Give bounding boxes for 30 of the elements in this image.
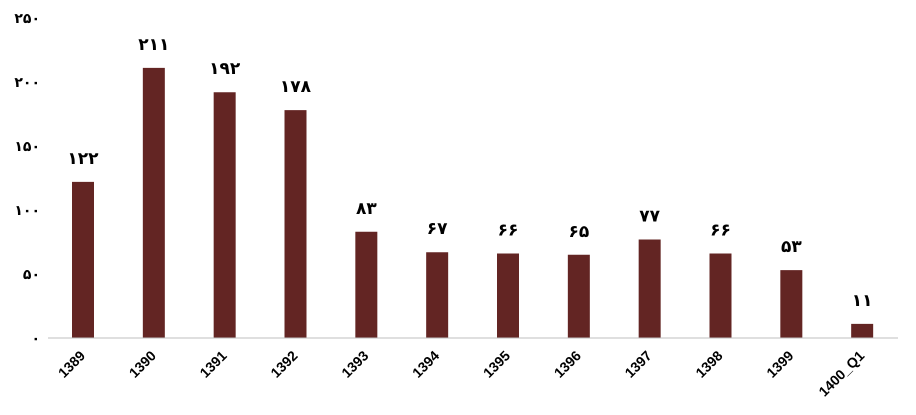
bar bbox=[426, 252, 448, 338]
data-label: ۶۷ bbox=[426, 219, 448, 240]
data-label: ۷۷ bbox=[639, 206, 661, 226]
data-label: ۱۱ bbox=[852, 290, 873, 311]
y-tick-label: ۰ bbox=[31, 330, 40, 347]
y-tick-label: ۱۵۰ bbox=[14, 138, 40, 155]
bar bbox=[355, 232, 378, 338]
bar bbox=[851, 324, 874, 338]
data-label: ۵۳ bbox=[780, 237, 802, 258]
bar bbox=[497, 254, 519, 338]
bar bbox=[780, 270, 802, 338]
y-tick-label: ۱۰۰ bbox=[14, 202, 40, 219]
data-label: ۱۲۲ bbox=[67, 148, 100, 169]
bar bbox=[638, 239, 661, 338]
y-tick-label: ۵۰ bbox=[22, 266, 40, 283]
data-label: ۶۶ bbox=[498, 220, 518, 241]
bar bbox=[72, 182, 94, 338]
bar bbox=[214, 92, 236, 338]
data-label: ۱۹۲ bbox=[209, 59, 241, 80]
y-tick-label: ۲۰۰ bbox=[14, 74, 40, 91]
data-label: ۶۵ bbox=[568, 222, 590, 242]
data-label: ۲۱۱ bbox=[138, 34, 170, 55]
bar bbox=[568, 254, 590, 338]
data-label: ۱۷۸ bbox=[280, 77, 312, 98]
data-label: ۶۶ bbox=[710, 220, 731, 241]
y-tick-label: ۲۵۰ bbox=[14, 10, 40, 27]
bar bbox=[284, 110, 306, 338]
data-label: ۸۳ bbox=[356, 198, 378, 219]
bar bbox=[710, 254, 732, 338]
bar bbox=[142, 68, 165, 338]
